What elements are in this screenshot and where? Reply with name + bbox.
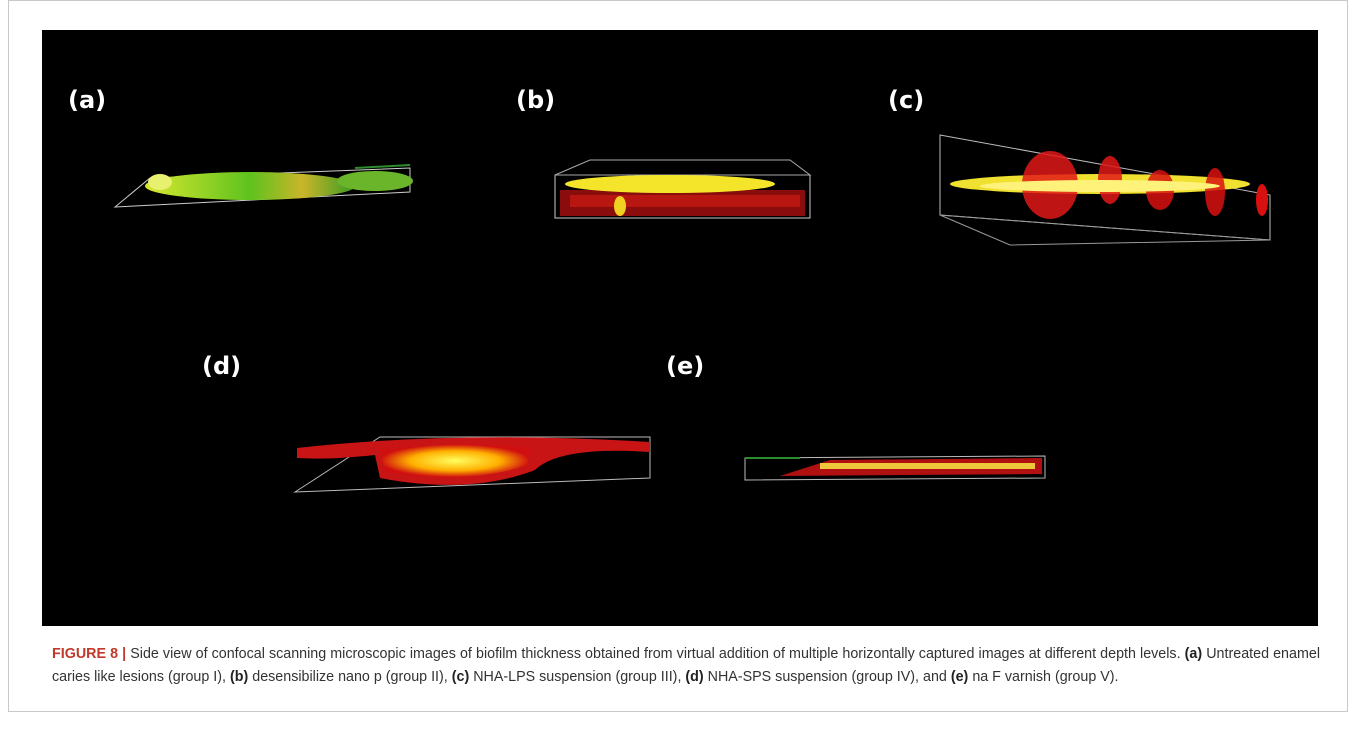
item-label: (d) [685, 669, 703, 685]
panel-label: (b) [516, 86, 555, 114]
item-label: (b) [230, 669, 248, 685]
item-text: NHA-LPS suspension (group III), [473, 669, 681, 685]
item-label: (a) [1185, 646, 1202, 662]
item-text: desensibilize nano p (group II), [252, 669, 448, 685]
panel-label: (c) [888, 86, 924, 114]
caption-intro: Side view of confocal scanning microscop… [130, 646, 1180, 662]
page: {"figure": { "panel_labels": ["(a)", "(b… [0, 0, 1358, 745]
item-label: (c) [452, 669, 469, 685]
item-label: (e) [951, 669, 968, 685]
background [42, 30, 1318, 626]
figure-caption: FIGURE 8 | Side view of confocal scannin… [52, 643, 1320, 688]
item-text: NHA-SPS suspension (group IV), and [708, 669, 947, 685]
panel-label: (e) [666, 352, 704, 380]
figure-label: FIGURE 8 | [52, 646, 126, 662]
figure-image: (a) (b) (c) (d) (e) [42, 30, 1318, 626]
panel-label: (d) [202, 352, 241, 380]
item-text: na F varnish (group V). [972, 669, 1118, 685]
panel-label: (a) [68, 86, 106, 114]
